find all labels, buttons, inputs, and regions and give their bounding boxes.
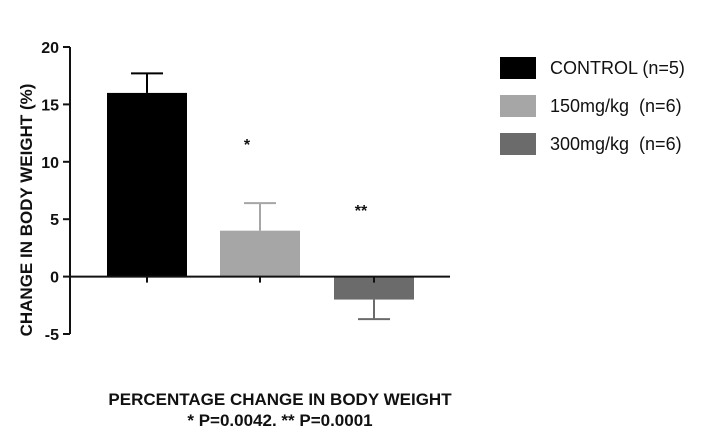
caption-pvalues: * P=0.0042. ** P=0.0001	[187, 411, 373, 430]
y-tick-label: 10	[41, 155, 59, 172]
y-tick-label: 20	[41, 40, 59, 57]
bar-3	[334, 276, 414, 300]
x-axis	[70, 275, 450, 283]
significance-label-3: **	[355, 203, 368, 220]
caption-title: PERCENTAGE CHANGE IN BODY WEIGHT	[108, 390, 452, 409]
legend-item: 150mg/kg (n=6)	[500, 93, 685, 119]
bars: ***	[107, 72, 414, 321]
legend-label: 300mg/kg (n=6)	[550, 133, 682, 154]
y-tick-label: 5	[50, 212, 59, 229]
significance-label-2: *	[244, 137, 251, 154]
y-tick-label: -5	[45, 327, 59, 344]
legend-item: 300mg/kg (n=6)	[500, 131, 685, 157]
y-tick-label: 15	[41, 97, 59, 114]
y-axis: -5 0 5 10 15 20	[41, 40, 71, 344]
legend-swatch	[500, 133, 536, 155]
legend-label: 150mg/kg (n=6)	[550, 95, 682, 116]
legend-label: CONTROL (n=5)	[550, 57, 685, 78]
bar-2	[220, 230, 300, 277]
y-axis-label: CHANGE IN BODY WEIGHT (%)	[17, 84, 36, 337]
legend-item: CONTROL (n=5)	[500, 55, 685, 81]
y-tick-label: 0	[50, 270, 59, 287]
legend: CONTROL (n=5) 150mg/kg (n=6) 300mg/kg (n=6…	[500, 55, 685, 169]
legend-swatch	[500, 57, 536, 79]
legend-swatch	[500, 95, 536, 117]
bar-1	[107, 92, 187, 277]
